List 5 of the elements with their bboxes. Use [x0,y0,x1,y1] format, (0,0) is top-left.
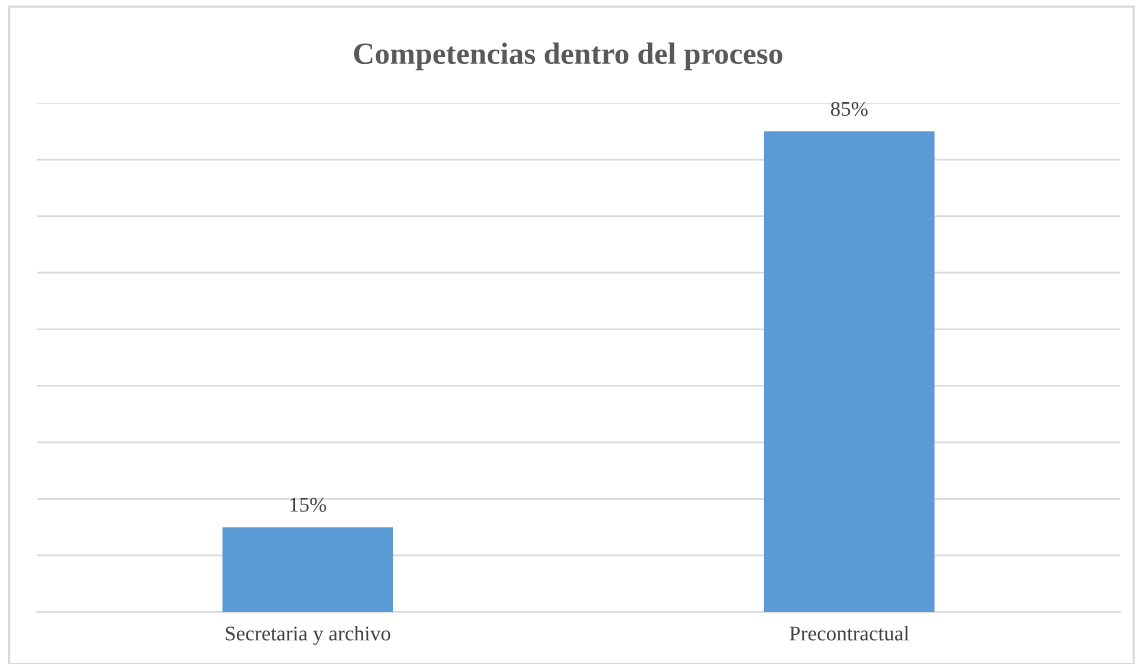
x-tick-label: Precontractual [789,625,909,641]
x-tick-label: Secretaria y archivo [225,625,391,645]
data-label: 85% [830,101,868,116]
data-label: 15% [290,497,327,512]
chart-title: Competencias dentro del proceso [354,42,783,71]
